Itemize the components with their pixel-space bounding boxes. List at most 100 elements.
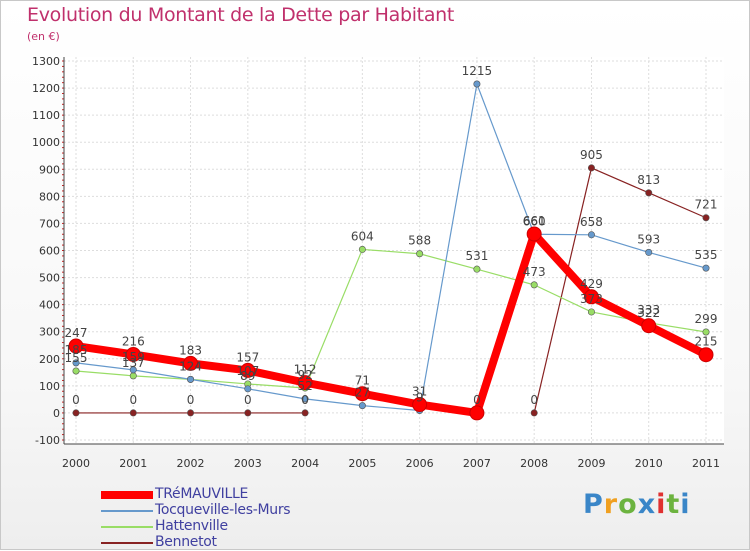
data-point: [187, 375, 195, 383]
data-label: 183: [179, 343, 202, 357]
legend-swatch: [101, 526, 153, 528]
data-label: 473: [523, 265, 546, 279]
data-point: [183, 355, 199, 371]
y-tick-label: 800: [39, 190, 60, 203]
data-label: 0: [301, 393, 309, 407]
legend-swatch: [101, 542, 153, 544]
legend-label: Bennetot: [155, 534, 217, 550]
data-label: 137: [122, 356, 145, 370]
data-point: [587, 164, 595, 172]
data-label: 905: [580, 148, 603, 162]
data-label: 333: [637, 303, 660, 317]
legend-swatch: [101, 491, 153, 499]
data-point: [530, 409, 538, 417]
data-label: 0: [129, 393, 137, 407]
data-label: 0: [187, 393, 195, 407]
data-label: 112: [294, 363, 317, 377]
data-point: [473, 80, 481, 88]
y-tick-label: 900: [39, 163, 60, 176]
x-tick-label: 2007: [463, 457, 491, 470]
x-tick-label: 2011: [692, 457, 720, 470]
data-point: [702, 264, 710, 272]
y-tick-label: 200: [39, 353, 60, 366]
series-line-1: [75, 83, 707, 412]
data-label: 660: [523, 214, 546, 228]
data-label: 658: [580, 215, 603, 229]
legend-label: TRéMAUVILLE: [155, 486, 249, 502]
data-point: [187, 409, 195, 417]
x-tick-label: 2001: [119, 457, 147, 470]
data-point: [129, 366, 137, 374]
data-label: 27: [355, 386, 370, 400]
data-label: 661: [523, 214, 546, 228]
data-point: [301, 395, 309, 403]
data-label: 215: [695, 335, 718, 349]
x-tick-label: 2000: [62, 457, 90, 470]
x-tick-label: 2004: [291, 457, 319, 470]
legend-label: Hattenville: [155, 518, 228, 534]
data-point: [301, 409, 309, 417]
data-point: [354, 386, 370, 402]
data-label: 373: [580, 292, 603, 306]
data-label: 107: [236, 364, 259, 378]
data-label: 9: [416, 390, 424, 404]
data-label: 604: [351, 229, 374, 243]
brand-logo: Proxiti: [583, 489, 691, 520]
data-point: [641, 318, 657, 334]
legend-swatch: [101, 510, 153, 512]
data-label: 0: [473, 393, 481, 407]
data-point: [698, 347, 714, 363]
x-tick-label: 2002: [177, 457, 205, 470]
data-label: 813: [637, 173, 660, 187]
y-tick-label: 1300: [32, 55, 60, 68]
data-label: 247: [65, 326, 88, 340]
data-point: [358, 245, 366, 253]
data-label: 299: [695, 312, 718, 326]
data-point: [68, 338, 84, 354]
data-label: 1215: [462, 64, 493, 78]
y-tick-label: 400: [39, 299, 60, 312]
x-tick-label: 2008: [520, 457, 548, 470]
data-label: 721: [695, 198, 718, 212]
y-tick-label: 1000: [32, 136, 60, 149]
data-label: 593: [637, 232, 660, 246]
y-tick-label: 1200: [32, 82, 60, 95]
legend-label: Tocqueville-les-Murs: [155, 502, 291, 518]
data-label: 0: [530, 393, 538, 407]
data-point: [645, 248, 653, 256]
data-point: [702, 328, 710, 336]
data-label: 535: [695, 248, 718, 262]
data-point: [469, 405, 485, 421]
y-tick-label: 300: [39, 326, 60, 339]
data-point: [645, 189, 653, 197]
data-point: [587, 308, 595, 316]
data-label: 124: [179, 359, 202, 373]
series-line-0: [72, 229, 710, 417]
y-tick-label: 100: [39, 380, 60, 393]
series-line-3: [533, 167, 707, 414]
x-tick-label: 2006: [406, 457, 434, 470]
y-tick-label: 600: [39, 245, 60, 258]
data-label: 531: [465, 249, 488, 263]
data-label: 0: [72, 393, 80, 407]
data-point: [72, 409, 80, 417]
y-tick-label: -100: [35, 434, 60, 447]
data-label: 89: [240, 369, 255, 383]
data-label: 71: [355, 374, 370, 388]
data-label: 216: [122, 334, 145, 348]
data-point: [473, 265, 481, 273]
data-point: [358, 402, 366, 410]
x-tick-label: 2003: [234, 457, 262, 470]
data-point: [583, 289, 599, 305]
data-label: 31: [412, 385, 427, 399]
data-point: [240, 362, 256, 378]
data-point: [244, 385, 252, 393]
series-line-2: [75, 248, 707, 389]
data-label: 155: [65, 351, 88, 365]
chart-title: Evolution du Montant de la Dette par Hab…: [27, 4, 455, 26]
data-point: [72, 367, 80, 375]
data-point: [526, 226, 542, 242]
x-tick-label: 2010: [635, 457, 663, 470]
